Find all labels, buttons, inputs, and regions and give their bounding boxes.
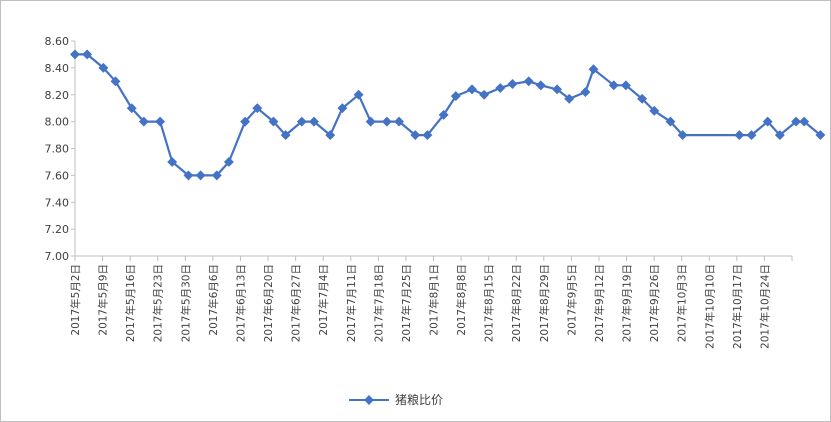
x-tick-label: 2017年6月6日 xyxy=(207,264,220,336)
data-point xyxy=(467,84,477,95)
x-tick-label: 2017年9月26日 xyxy=(648,264,661,342)
data-point xyxy=(791,116,801,127)
data-point xyxy=(82,49,93,60)
x-tick-label: 2017年7月11日 xyxy=(345,264,358,342)
data-point xyxy=(495,83,506,93)
x-tick-label: 2017年10月17日 xyxy=(731,264,744,349)
data-point xyxy=(138,116,149,127)
y-tick-label: 8.00 xyxy=(45,116,70,129)
data-point xyxy=(422,130,433,141)
x-tick-label: 2017年8月1日 xyxy=(428,264,441,336)
data-point xyxy=(296,116,307,127)
x-tick-label: 2017年8月8日 xyxy=(455,264,468,336)
x-tick-label: 2017年5月9日 xyxy=(97,264,110,336)
data-point xyxy=(365,116,376,127)
y-tick-label: 7.40 xyxy=(45,196,70,209)
x-tick-label: 2017年5月30日 xyxy=(179,264,192,342)
y-tick-label: 8.60 xyxy=(45,35,70,48)
y-tick-label: 8.40 xyxy=(45,62,70,75)
data-point xyxy=(325,130,336,141)
x-tick-label: 2017年8月15日 xyxy=(483,264,496,342)
legend-line-marker-icon xyxy=(349,394,389,405)
data-point xyxy=(535,80,546,91)
y-tick-label: 7.60 xyxy=(45,169,70,182)
x-tick-label: 2017年10月3日 xyxy=(676,264,689,342)
data-point xyxy=(155,116,166,127)
data-point xyxy=(588,64,599,75)
data-point xyxy=(762,116,773,127)
x-tick-label: 2017年6月13日 xyxy=(234,264,247,342)
data-point xyxy=(815,130,826,140)
x-tick-label: 2017年10月10日 xyxy=(703,264,716,349)
x-tick-label: 2017年5月16日 xyxy=(124,264,137,342)
data-point xyxy=(580,87,591,98)
data-point xyxy=(523,76,534,87)
x-tick-label: 2017年5月23日 xyxy=(152,264,165,342)
data-point xyxy=(70,49,80,60)
y-tick-label: 7.00 xyxy=(45,250,70,263)
x-tick-label: 2017年7月25日 xyxy=(400,264,413,342)
x-tick-label: 2017年7月4日 xyxy=(317,264,330,336)
data-point xyxy=(507,79,518,89)
data-point xyxy=(167,156,178,167)
data-point xyxy=(479,89,490,100)
data-point xyxy=(98,62,109,73)
data-point xyxy=(620,80,631,91)
data-point xyxy=(649,105,660,116)
data-point xyxy=(309,116,319,127)
legend-label: 猪粮比价 xyxy=(395,393,444,407)
x-tick-label: 2017年8月22日 xyxy=(510,264,523,342)
x-tick-label: 2017年8月29日 xyxy=(538,264,551,342)
data-point xyxy=(337,103,348,114)
y-tick-label: 8.20 xyxy=(45,89,70,102)
y-tick-label: 7.80 xyxy=(45,143,70,156)
legend: 猪粮比价 xyxy=(349,391,443,408)
data-point xyxy=(734,130,745,141)
data-point xyxy=(564,93,575,104)
x-tick-label: 2017年6月27日 xyxy=(290,264,303,342)
x-tick-label: 2017年9月5日 xyxy=(565,264,578,336)
x-tick-label: 2017年10月24日 xyxy=(758,264,771,349)
x-tick-label: 2017年9月12日 xyxy=(593,264,606,342)
x-tick-label: 2017年9月19日 xyxy=(621,264,634,342)
y-tick-label: 7.20 xyxy=(45,223,70,236)
x-tick-label: 2017年6月20日 xyxy=(262,264,275,342)
data-point xyxy=(280,130,291,141)
data-point xyxy=(110,76,121,87)
data-point xyxy=(608,80,619,91)
x-tick-label: 2017年5月2日 xyxy=(69,264,82,336)
x-tick-label: 2017年7月18日 xyxy=(372,264,385,342)
data-point xyxy=(381,116,392,127)
data-point xyxy=(195,170,206,181)
data-point xyxy=(394,116,405,127)
data-point xyxy=(410,130,421,141)
